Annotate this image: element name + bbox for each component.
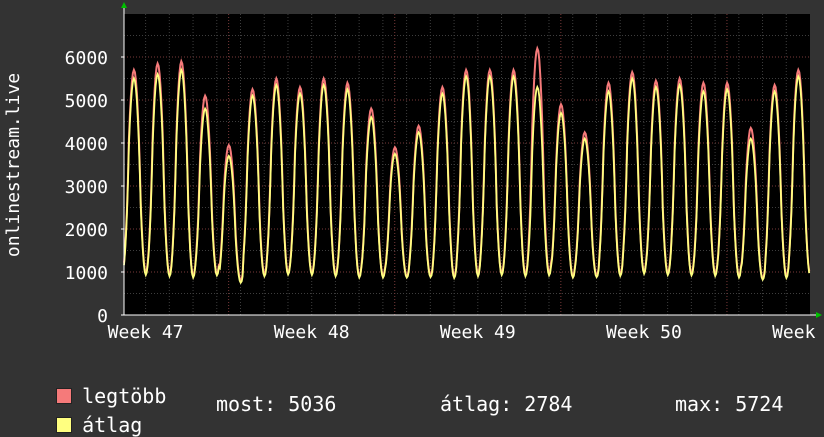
legend-swatch-max — [56, 388, 73, 404]
y-axis-label: onlinestream.live — [3, 73, 24, 257]
x-tick-label: Week 49 — [440, 322, 516, 343]
series-layer — [123, 45, 811, 285]
stat-current: most: 5036 — [216, 392, 337, 416]
x-tick-label: Week 50 — [606, 322, 682, 343]
stat-max: max: 5724 — [675, 392, 784, 416]
legend-item-avg: átlag — [32, 392, 142, 436]
stat-average: átlag: 2784 — [440, 392, 573, 416]
y-tick-label: 6000 — [65, 48, 108, 69]
legend-label-max: legtöbb — [82, 384, 167, 408]
legend-item-max: legtöbb — [32, 363, 166, 407]
series-line-avg — [123, 67, 811, 285]
y-tick-label: 5000 — [65, 91, 108, 112]
y-tick-label: 0 — [97, 306, 108, 327]
y-tick-label: 3000 — [65, 177, 108, 198]
x-tick-labels: Week 47 Week 48 Week 49 Week 50 Week 51 — [108, 322, 824, 343]
legend-swatch-avg — [56, 417, 73, 433]
axes — [121, 2, 822, 318]
y-axis-arrow — [121, 2, 127, 8]
y-tick-label: 2000 — [65, 220, 108, 241]
y-tick-label: 4000 — [65, 134, 108, 155]
x-tick-label: Week 48 — [274, 322, 350, 343]
y-tick-label: 1000 — [65, 263, 108, 284]
x-axis-arrow — [816, 312, 822, 318]
y-tick-labels: 0 1000 2000 3000 4000 5000 6000 — [65, 48, 124, 327]
chart: 0 1000 2000 3000 4000 5000 6000 Week 47 Week 48… — [3, 2, 824, 343]
x-tick-label: Week 47 — [108, 322, 184, 343]
x-tick-label: Week 51 — [772, 322, 824, 343]
legend-label-avg: átlag — [82, 413, 143, 437]
